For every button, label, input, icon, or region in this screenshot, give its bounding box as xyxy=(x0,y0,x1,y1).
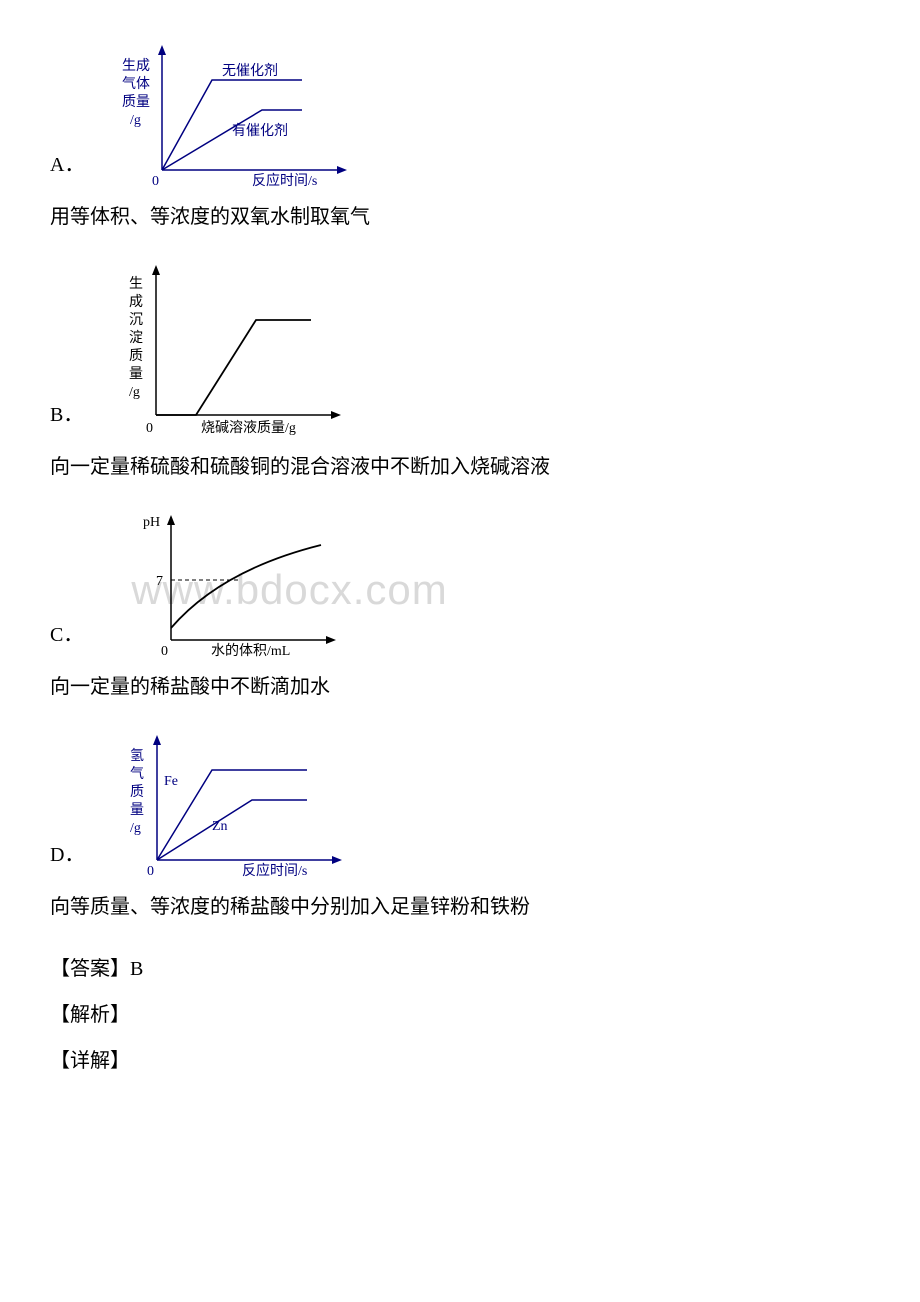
option-a-desc: 用等体积、等浓度的双氧水制取氧气 xyxy=(50,198,870,236)
chart-b-yl-6: /g xyxy=(129,385,140,400)
chart-a-ylabel-3: /g xyxy=(130,113,141,128)
option-c-desc: 向一定量的稀盐酸中不断滴加水 xyxy=(50,668,870,706)
chart-a-xlabel: 反应时间/s xyxy=(252,172,317,189)
chart-a-ylabel-2: 质量 xyxy=(122,94,150,110)
option-a-label: A． xyxy=(50,146,84,190)
chart-c-ylabel: pH xyxy=(143,515,160,530)
chart-b-origin: 0 xyxy=(146,421,153,436)
chart-d-xlabel: 反应时间/s xyxy=(242,862,307,879)
chart-d-zn-label: Zn xyxy=(212,819,228,834)
answer-line: 【答案】B xyxy=(50,950,870,988)
chart-d-yl-4: /g xyxy=(130,821,141,836)
chart-a-curve1-label: 无催化剂 xyxy=(222,63,278,79)
option-b-label: B． xyxy=(50,396,83,440)
chart-d-yl-3: 量 xyxy=(130,802,144,818)
answer-block: 【答案】B 【解析】 【详解】 xyxy=(50,950,870,1080)
chart-b-yl-4: 质 xyxy=(129,348,143,364)
chart-d-origin: 0 xyxy=(147,864,154,879)
chart-a-ylabel-0: 生成 xyxy=(122,58,150,74)
chart-d-yl-1: 气 xyxy=(130,766,144,782)
option-a-row: A． 生成 气体 质量 /g 0 反应时间/s 无催化剂 有催化剂 xyxy=(50,40,870,190)
chart-b-yl-0: 生 xyxy=(129,276,143,292)
chart-d: 氢 气 质 量 /g 0 反应时间/s Fe Zn xyxy=(102,730,362,880)
chart-b-yl-5: 量 xyxy=(129,366,143,382)
chart-c: www.bdocx.com pH 0 水的体积/mL 7 xyxy=(101,510,361,660)
option-c-label: C． xyxy=(50,616,83,660)
chart-a-ylabel-1: 气体 xyxy=(122,76,150,92)
chart-c-xlabel: 水的体积/mL xyxy=(211,643,290,659)
chart-d-yl-2: 质 xyxy=(130,784,144,800)
option-b-desc: 向一定量稀硫酸和硫酸铜的混合溶液中不断加入烧碱溶液 xyxy=(50,448,870,486)
chart-b-yl-3: 淀 xyxy=(129,330,143,346)
chart-b-yl-1: 成 xyxy=(129,294,143,310)
chart-a-origin: 0 xyxy=(152,174,159,189)
option-d-label: D． xyxy=(50,836,84,880)
chart-b-xlabel: 烧碱溶液质量/g xyxy=(201,420,296,436)
option-d-desc: 向等质量、等浓度的稀盐酸中分别加入足量锌粉和铁粉 xyxy=(50,888,870,926)
option-b-row: B． 生 成 沉 淀 质 量 /g 0 烧碱溶液质量/g xyxy=(50,260,870,440)
chart-d-yl-0: 氢 xyxy=(130,748,144,764)
chart-b: 生 成 沉 淀 质 量 /g 0 烧碱溶液质量/g xyxy=(101,260,361,440)
chart-a: 生成 气体 质量 /g 0 反应时间/s 无催化剂 有催化剂 xyxy=(102,40,362,190)
option-c-row: C． www.bdocx.com pH 0 水的体积/mL 7 xyxy=(50,510,870,660)
analysis-line: 【解析】 xyxy=(50,996,870,1034)
chart-d-fe-label: Fe xyxy=(164,774,178,789)
chart-c-origin: 0 xyxy=(161,644,168,659)
chart-c-tick7: 7 xyxy=(156,574,163,589)
detail-line: 【详解】 xyxy=(50,1042,870,1080)
option-d-row: D． 氢 气 质 量 /g 0 反应时间/s Fe Zn xyxy=(50,730,870,880)
chart-a-curve2-label: 有催化剂 xyxy=(232,123,288,139)
chart-b-yl-2: 沉 xyxy=(129,312,143,328)
